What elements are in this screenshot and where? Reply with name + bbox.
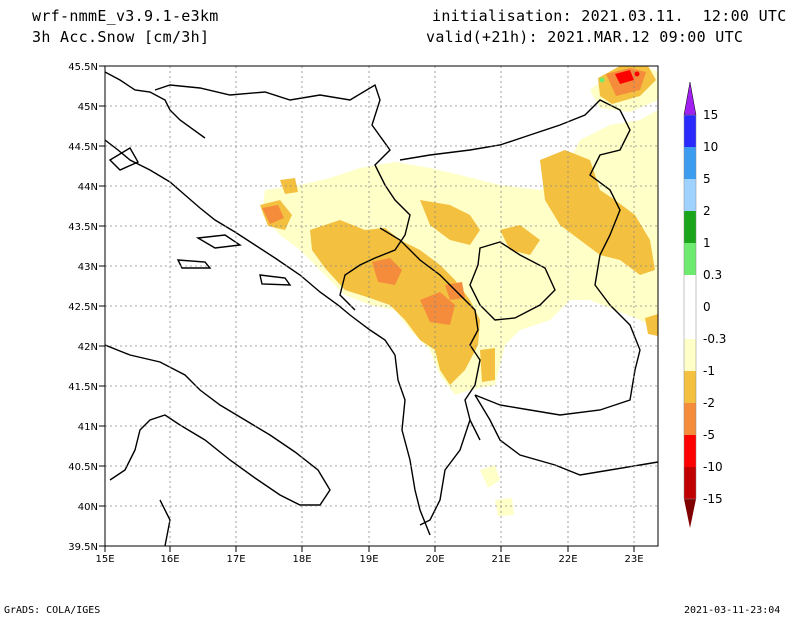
colorbar-label: 2	[703, 204, 711, 218]
snow-field	[105, 66, 658, 546]
colorbar	[683, 81, 697, 528]
credit-text: GrADS: COLA/IGES	[4, 605, 101, 616]
init-time: initialisation: 2021.03.11. 12:00 UTC	[432, 7, 787, 25]
colorbar-swatch	[684, 243, 696, 275]
lat-label: 43.5N	[68, 222, 98, 233]
lon-labels: 15E 16E 17E 18E 19E 20E 21E 22E 23E	[95, 554, 643, 565]
lat-labels: 45.5N 45N 44.5N 44N 43.5N 43N 42.5N 42N …	[68, 62, 98, 553]
lon-label: 17E	[226, 554, 245, 565]
colorbar-swatch	[684, 115, 696, 147]
lat-label: 41N	[78, 422, 98, 433]
graticule	[105, 66, 658, 546]
lat-label: 39.5N	[68, 542, 98, 553]
snow-very-heavy	[615, 70, 640, 84]
model-name: wrf-nmmE_v3.9.1-e3km	[32, 7, 219, 25]
lat-label: 43N	[78, 262, 98, 273]
colorbar-label: -1	[703, 364, 715, 378]
lon-label: 21E	[491, 554, 510, 565]
colorbar-label: 10	[703, 140, 718, 154]
field-name: 3h Acc.Snow [cm/3h]	[32, 28, 210, 46]
colorbar-swatch	[684, 147, 696, 179]
colorbar-label: 5	[703, 172, 711, 186]
colorbar-label: -15	[703, 492, 723, 506]
colorbar-swatch	[684, 371, 696, 403]
colorbar-label: 1	[703, 236, 711, 250]
lon-label: 18E	[292, 554, 311, 565]
tick-marks	[99, 65, 635, 552]
colorbar-label: -0.3	[703, 332, 726, 346]
lat-label: 40N	[78, 502, 98, 513]
colorbar-label: 0.3	[703, 268, 722, 282]
colorbar-bottom-arrow	[684, 499, 696, 528]
colorbar-swatch	[684, 179, 696, 211]
lat-label: 42.5N	[68, 302, 98, 313]
lon-label: 23E	[624, 554, 643, 565]
lat-label: 44.5N	[68, 142, 98, 153]
colorbar-swatch	[684, 435, 696, 467]
colorbar-label: -10	[703, 460, 723, 474]
colorbar-label: 0	[703, 300, 711, 314]
colorbar-labels: 15 10 5 2 1 0.3 0 -0.3 -1 -2 -5 -10 -15	[703, 108, 726, 506]
colorbar-swatch	[684, 307, 696, 339]
lon-label: 16E	[160, 554, 179, 565]
colorbar-swatch	[684, 403, 696, 435]
lat-label: 45N	[78, 102, 98, 113]
colorbar-label: -2	[703, 396, 715, 410]
lat-label: 44N	[78, 182, 98, 193]
lon-label: 20E	[425, 554, 444, 565]
lat-label: 45.5N	[68, 62, 98, 73]
snow-green-spot	[599, 77, 605, 83]
lat-label: 41.5N	[68, 382, 98, 393]
lon-label: 15E	[95, 554, 114, 565]
colorbar-top-arrow	[683, 81, 697, 116]
colorbar-label: 15	[703, 108, 718, 122]
colorbar-swatch	[684, 339, 696, 371]
colorbar-swatch	[684, 467, 696, 499]
colorbar-swatch	[684, 275, 696, 307]
lon-label: 19E	[359, 554, 378, 565]
coastlines-borders	[105, 71, 658, 546]
colorbar-label: -5	[703, 428, 715, 442]
colorbar-swatch	[684, 211, 696, 243]
lat-label: 40.5N	[68, 462, 98, 473]
timestamp-text: 2021-03-11-23:04	[684, 605, 781, 616]
valid-time: valid(+21h): 2021.MAR.12 09:00 UTC	[426, 28, 744, 46]
lat-label: 42N	[78, 342, 98, 353]
lon-label: 22E	[558, 554, 577, 565]
